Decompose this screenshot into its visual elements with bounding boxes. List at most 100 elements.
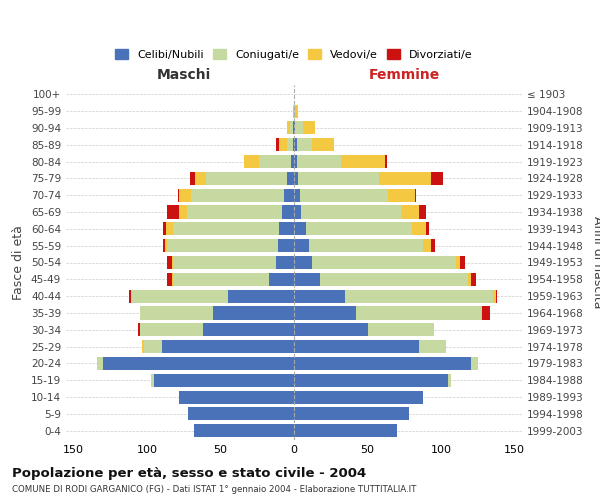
- Bar: [297, 155, 341, 168]
- Bar: [132, 290, 228, 302]
- Bar: [154, 374, 294, 387]
- Bar: [190, 172, 196, 185]
- Bar: [295, 104, 298, 118]
- Bar: [293, 138, 294, 151]
- Bar: [291, 155, 294, 168]
- Bar: [470, 273, 476, 286]
- Bar: [294, 290, 346, 302]
- Legend: Celibi/Nubili, Coniugati/e, Vedovi/e, Divorziati/e: Celibi/Nubili, Coniugati/e, Vedovi/e, Di…: [111, 44, 477, 64]
- Text: Femmine: Femmine: [368, 68, 440, 82]
- Bar: [279, 222, 294, 235]
- Bar: [287, 172, 294, 185]
- Bar: [431, 239, 435, 252]
- Bar: [203, 323, 294, 336]
- Bar: [179, 206, 187, 218]
- Bar: [401, 206, 419, 218]
- Bar: [346, 290, 493, 302]
- Bar: [456, 256, 460, 269]
- Bar: [228, 290, 294, 302]
- Bar: [460, 256, 464, 269]
- Bar: [279, 138, 287, 151]
- Bar: [287, 122, 290, 134]
- Bar: [206, 172, 287, 185]
- Text: COMUNE DI RODI GARGANICO (FG) - Dati ISTAT 1° gennaio 2004 - Elaborazione TUTTIT: COMUNE DI RODI GARGANICO (FG) - Dati IST…: [12, 485, 416, 494]
- Bar: [311, 138, 334, 151]
- Bar: [163, 222, 166, 235]
- Bar: [140, 323, 203, 336]
- Bar: [294, 155, 297, 168]
- Bar: [294, 239, 309, 252]
- Bar: [294, 188, 300, 202]
- Bar: [282, 206, 294, 218]
- Bar: [138, 323, 140, 336]
- Bar: [97, 357, 103, 370]
- Bar: [412, 222, 427, 235]
- Bar: [294, 273, 320, 286]
- Bar: [172, 273, 173, 286]
- Bar: [294, 424, 397, 438]
- Bar: [294, 222, 306, 235]
- Bar: [427, 222, 430, 235]
- Bar: [493, 290, 496, 302]
- Bar: [448, 374, 451, 387]
- Bar: [470, 357, 478, 370]
- Bar: [294, 374, 448, 387]
- Bar: [431, 172, 443, 185]
- Bar: [294, 390, 424, 404]
- Text: Popolazione per età, sesso e stato civile - 2004: Popolazione per età, sesso e stato civil…: [12, 468, 366, 480]
- Bar: [385, 155, 386, 168]
- Bar: [320, 273, 467, 286]
- Bar: [179, 188, 191, 202]
- Bar: [294, 340, 419, 353]
- Bar: [294, 104, 295, 118]
- Bar: [415, 188, 416, 202]
- Bar: [306, 222, 412, 235]
- Bar: [419, 206, 427, 218]
- Bar: [424, 239, 431, 252]
- Bar: [259, 155, 291, 168]
- Bar: [356, 306, 481, 320]
- Bar: [188, 408, 294, 420]
- Bar: [294, 256, 311, 269]
- Bar: [290, 122, 293, 134]
- Bar: [419, 340, 446, 353]
- Bar: [164, 239, 167, 252]
- Bar: [179, 390, 294, 404]
- Bar: [311, 256, 456, 269]
- Bar: [379, 172, 431, 185]
- Bar: [297, 138, 311, 151]
- Y-axis label: Fasce di età: Fasce di età: [13, 225, 25, 300]
- Bar: [178, 188, 179, 202]
- Bar: [294, 206, 301, 218]
- Bar: [173, 256, 277, 269]
- Bar: [294, 323, 368, 336]
- Bar: [301, 206, 401, 218]
- Bar: [167, 273, 172, 286]
- Bar: [298, 172, 379, 185]
- Bar: [295, 122, 303, 134]
- Bar: [277, 138, 279, 151]
- Bar: [496, 290, 497, 302]
- Bar: [277, 256, 294, 269]
- Bar: [467, 273, 470, 286]
- Bar: [294, 122, 295, 134]
- Bar: [129, 290, 131, 302]
- Bar: [293, 104, 294, 118]
- Bar: [284, 188, 294, 202]
- Text: Maschi: Maschi: [157, 68, 211, 82]
- Bar: [294, 357, 470, 370]
- Bar: [269, 273, 294, 286]
- Bar: [187, 206, 282, 218]
- Bar: [140, 306, 213, 320]
- Bar: [309, 239, 424, 252]
- Bar: [287, 138, 293, 151]
- Bar: [213, 306, 294, 320]
- Bar: [191, 188, 284, 202]
- Bar: [244, 155, 259, 168]
- Y-axis label: Anni di nascita: Anni di nascita: [590, 216, 600, 308]
- Bar: [368, 323, 434, 336]
- Bar: [388, 188, 415, 202]
- Bar: [131, 290, 132, 302]
- Bar: [161, 340, 294, 353]
- Bar: [278, 239, 294, 252]
